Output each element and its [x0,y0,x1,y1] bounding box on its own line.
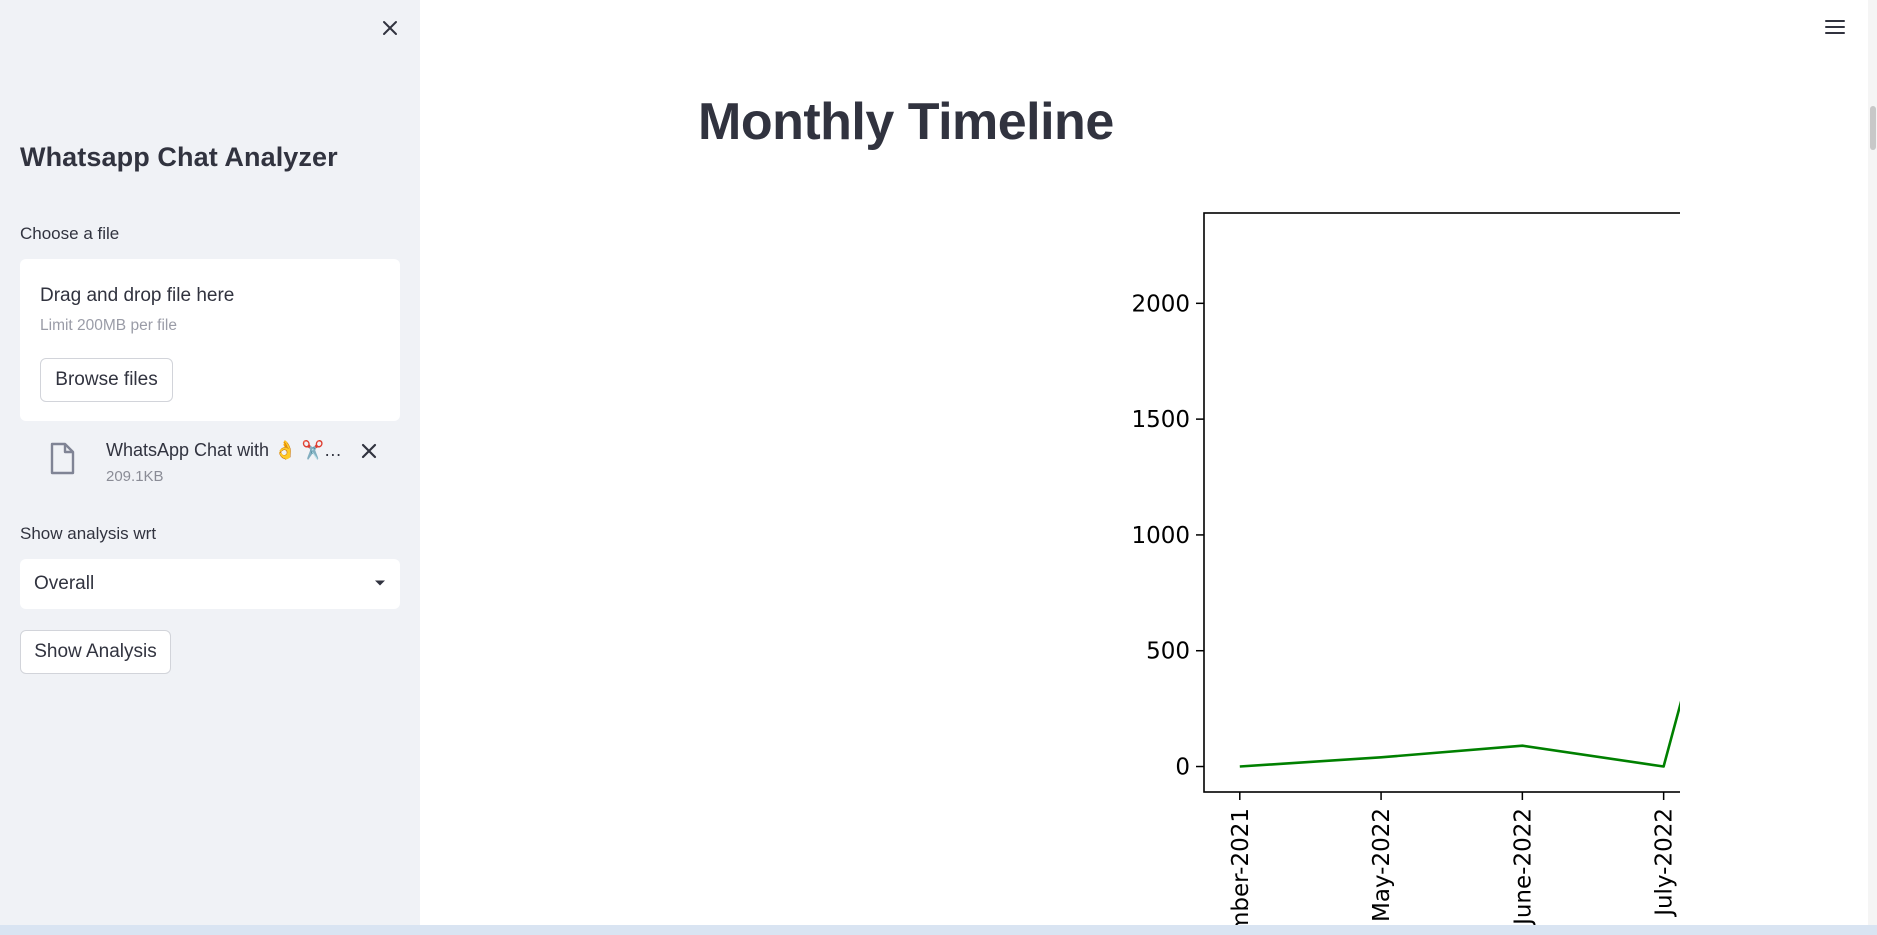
main-menu-button[interactable] [1820,14,1850,40]
close-icon [361,443,377,459]
y-tick-label: 2000 [1131,291,1190,317]
scrollbar-thumb[interactable] [1870,106,1876,150]
page-title: Monthly Timeline [698,93,1114,151]
x-tick-label: June-2022 [1510,808,1536,925]
dropzone-instructions: Drag and drop file here [40,285,235,306]
close-sidebar-button[interactable] [376,14,404,42]
uploaded-file-name: WhatsApp Chat with 👌 ✂️… [106,440,342,460]
chevron-down-icon [375,580,385,586]
sidebar: Whatsapp Chat Analyzer Choose a file Dra… [0,0,420,935]
hamburger-menu-icon [1825,20,1845,34]
show-analysis-button[interactable]: Show Analysis [20,630,171,674]
analysis-select-value: Overall [34,573,95,594]
x-tick-label: July-2022 [1652,808,1678,918]
y-tick-label: 0 [1175,755,1190,781]
sidebar-title: Whatsapp Chat Analyzer [20,142,338,172]
file-uploader-label: Choose a file [20,224,120,243]
main-content: Monthly Timeline 0 500 1000 1500 2000 mber-20… [420,0,1877,935]
file-dropzone[interactable]: Drag and drop file here Limit 200MB per … [20,259,400,421]
browse-files-button[interactable]: Browse files [40,358,173,402]
analysis-user-select[interactable]: Overall [20,559,400,609]
analysis-select-label: Show analysis wrt [20,524,157,543]
plot-frame [1203,212,1680,793]
uploaded-file-size: 209.1KB [106,468,164,485]
remove-file-button[interactable] [356,438,382,464]
monthly-timeline-chart: 0 500 1000 1500 2000 mber-2021 May-2022 June-20… [1131,212,1680,925]
x-tick-label: mber-2021 [1228,808,1254,925]
file-icon [50,442,75,475]
y-tick-label: 500 [1146,639,1190,665]
bottom-edge-strip [0,925,1877,935]
x-tick-label: May-2022 [1369,808,1395,922]
series-line [1239,700,1680,768]
y-tick-label: 1000 [1131,523,1190,549]
y-tick-label: 1500 [1131,407,1190,433]
page-scrollbar[interactable] [1868,0,1877,935]
dropzone-limit: Limit 200MB per file [40,317,177,334]
uploaded-file: WhatsApp Chat with 👌 ✂️… 209.1KB [20,434,400,494]
close-icon [383,21,397,35]
